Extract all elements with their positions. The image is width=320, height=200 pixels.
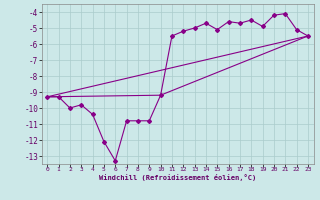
X-axis label: Windchill (Refroidissement éolien,°C): Windchill (Refroidissement éolien,°C) <box>99 174 256 181</box>
